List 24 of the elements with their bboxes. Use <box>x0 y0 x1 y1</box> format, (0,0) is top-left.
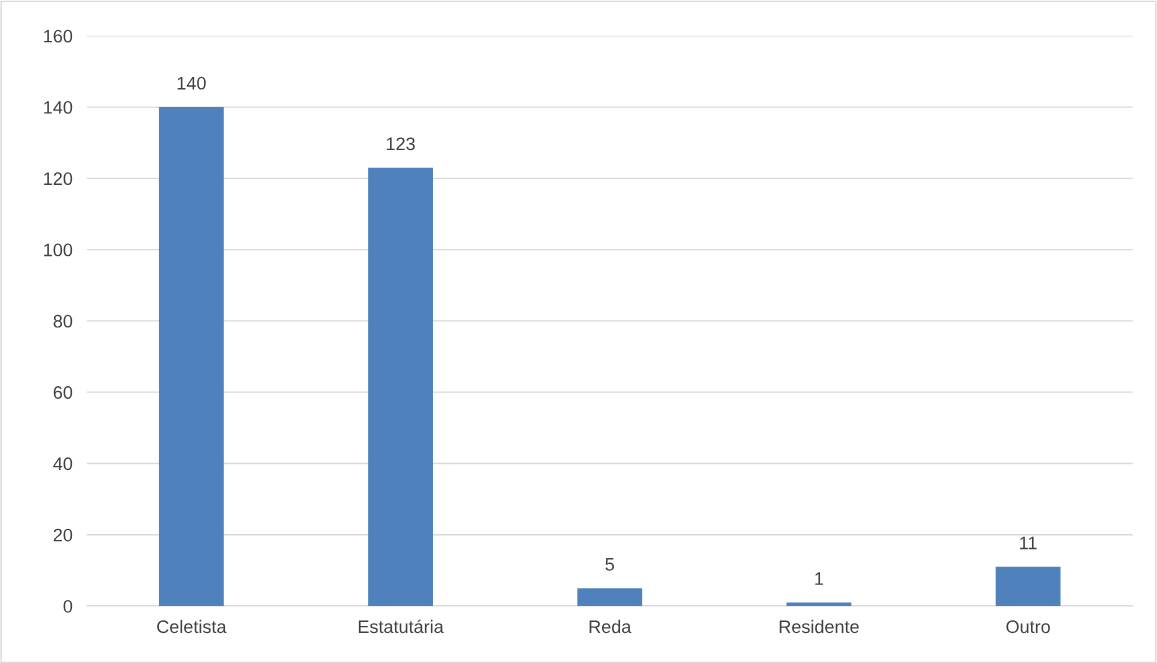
x-tick-label: Reda <box>589 619 632 634</box>
x-tick-label: Estatutária <box>358 619 444 634</box>
data-label: 1 <box>815 572 824 585</box>
y-tick-label: 20 <box>53 528 73 542</box>
y-tick-label: 0 <box>63 599 73 613</box>
y-tick-label: 100 <box>44 243 73 257</box>
bar <box>995 566 1061 606</box>
y-tick-label: 80 <box>53 314 73 328</box>
data-label: 123 <box>386 137 415 151</box>
data-label: 140 <box>177 76 206 90</box>
y-tick-label: 120 <box>44 172 73 186</box>
y-tick-label: 140 <box>44 101 73 114</box>
bar <box>158 107 224 606</box>
bar <box>368 167 433 606</box>
data-label: 5 <box>605 558 614 571</box>
y-tick-label: 40 <box>53 457 73 471</box>
bar <box>577 588 643 606</box>
x-tick-label: Residente <box>779 619 859 634</box>
x-tick-label: Celetista <box>157 619 227 634</box>
x-tick-label: Outro <box>1006 620 1050 634</box>
bar <box>786 602 852 606</box>
y-tick-label: 60 <box>53 386 73 399</box>
y-tick-label: 160 <box>44 29 73 43</box>
data-label: 11 <box>1020 536 1037 550</box>
